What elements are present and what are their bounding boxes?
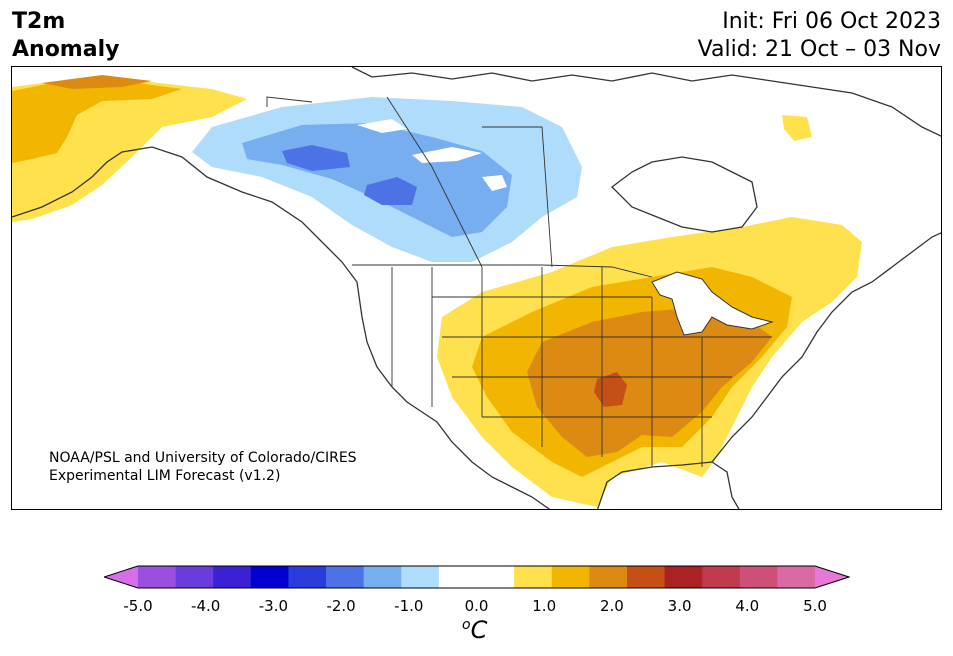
- colorbar-tick-label: 5.0: [803, 597, 827, 615]
- title-variable: T2m: [12, 9, 66, 34]
- colorbar-unit: oC: [462, 616, 487, 644]
- colorbar-cell: [213, 566, 252, 588]
- western-canada-coldest-area-2: [364, 177, 417, 205]
- anomaly-map: [11, 66, 942, 510]
- title-type: Anomaly: [12, 37, 120, 62]
- colorbar-cell: [702, 566, 741, 588]
- colorbar-cell: [288, 566, 327, 588]
- colorbar-ticks: -5.0 -4.0 -3.0 -2.0 -1.0 0.0 1.0 2.0 3.0 4.0 5.0: [0, 597, 953, 617]
- credit-text: NOAA/PSL and University of Colorado/CIRE…: [49, 449, 357, 485]
- colorbar-cell: [476, 566, 515, 588]
- political-borders: [266, 96, 772, 467]
- map-title: T2m Anomaly: [12, 8, 119, 64]
- degree-symbol: o: [462, 617, 471, 633]
- colorbar-cell: [739, 566, 778, 588]
- colorbar-cell: [326, 566, 365, 588]
- colorbar-extend-low: [104, 566, 138, 588]
- init-date: Init: Fri 06 Oct 2023: [722, 9, 941, 34]
- colorbar-cell: [438, 566, 477, 588]
- coastlines: [12, 67, 941, 509]
- colorbar-tick-label: 1.0: [532, 597, 557, 615]
- colorbar: [104, 565, 850, 589]
- colorbar-tick-label: -3.0: [258, 597, 289, 615]
- forecast-dates: Init: Fri 06 Oct 2023 Valid: 21 Oct – 03…: [698, 8, 941, 64]
- colorbar-cell: [175, 566, 214, 588]
- credit-line-2: Experimental LIM Forecast (v1.2): [49, 468, 281, 484]
- colorbar-cell: [514, 566, 553, 588]
- colorbar-cell: [626, 566, 666, 588]
- unit-label: C: [470, 616, 488, 644]
- south-central-us-warm-area: [527, 307, 772, 457]
- valid-dates: Valid: 21 Oct – 03 Nov: [697, 37, 941, 62]
- colorbar-cell: [363, 566, 402, 588]
- colorbar-outline: [104, 565, 850, 589]
- colorbar-cell: [777, 566, 816, 588]
- credit-line-1: NOAA/PSL and University of Colorado/CIRE…: [49, 450, 357, 466]
- colorbar-tick-label: -5.0: [123, 597, 153, 615]
- colorbar-cell: [551, 566, 590, 588]
- colorbar-tick-label: -1.0: [394, 597, 424, 615]
- map-canvas: [12, 67, 941, 509]
- colorbar-tick-label: -4.0: [191, 597, 221, 615]
- labrador-warm-area: [782, 115, 812, 141]
- alaska-warmer-area: [12, 81, 182, 163]
- alaska-warmest-area: [42, 75, 152, 89]
- colorbar-cell: [664, 566, 703, 588]
- colorbar-extend-high: [815, 566, 849, 588]
- colorbar-tick-label: -2.0: [326, 597, 356, 615]
- colorbar-cell: [401, 566, 440, 588]
- colorbar-cell: [138, 566, 177, 588]
- colorbar-tick-label: 4.0: [735, 597, 760, 615]
- colorbar-tick-label: 3.0: [667, 597, 692, 615]
- western-canada-coldest-area-1: [282, 145, 350, 171]
- colorbar-tick-label: 2.0: [599, 597, 624, 615]
- canadian-lakes: [357, 119, 507, 191]
- colorbar-cells: [104, 566, 849, 588]
- great-lakes: [651, 271, 774, 336]
- colorbar-cell: [250, 566, 289, 588]
- colorbar-tick-label: 0.0: [464, 597, 489, 615]
- colorbar-cell: [589, 566, 628, 588]
